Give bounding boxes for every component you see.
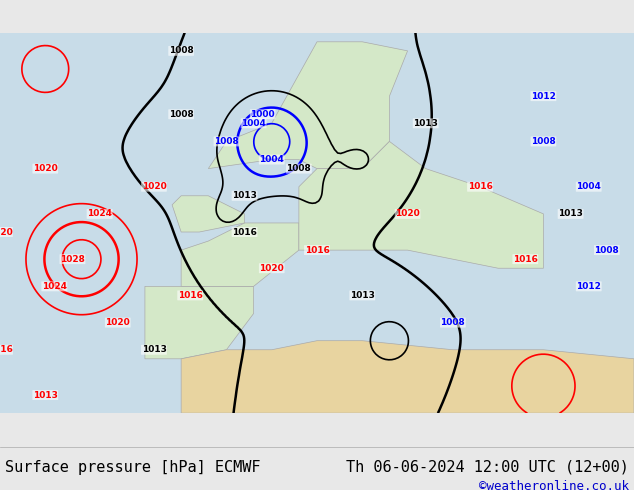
- Text: 1020: 1020: [105, 318, 130, 327]
- Text: 1016: 1016: [304, 245, 330, 255]
- Text: 1020: 1020: [141, 182, 166, 191]
- Polygon shape: [181, 341, 634, 413]
- Text: 1028: 1028: [60, 255, 85, 264]
- Text: Surface pressure [hPa] ECMWF: Surface pressure [hPa] ECMWF: [5, 460, 261, 475]
- Text: 1013: 1013: [350, 291, 375, 300]
- Text: 1024: 1024: [42, 282, 67, 291]
- Text: 1020: 1020: [259, 264, 284, 273]
- Text: 1024: 1024: [87, 209, 112, 219]
- Text: 1020: 1020: [33, 164, 58, 173]
- Text: 1008: 1008: [169, 47, 193, 55]
- Text: 1013: 1013: [413, 119, 438, 128]
- Polygon shape: [172, 196, 245, 232]
- Text: 1008: 1008: [214, 137, 239, 146]
- Text: Th 06-06-2024 12:00 UTC (12+00): Th 06-06-2024 12:00 UTC (12+00): [346, 460, 629, 475]
- Text: 1016: 1016: [513, 255, 538, 264]
- Text: 1016: 1016: [178, 291, 203, 300]
- Text: 1004: 1004: [259, 155, 284, 164]
- Text: 1008: 1008: [531, 137, 556, 146]
- Text: 1013: 1013: [33, 391, 58, 399]
- Polygon shape: [181, 223, 299, 286]
- Text: 1008: 1008: [441, 318, 465, 327]
- Text: 1013: 1013: [232, 191, 257, 200]
- Text: 1008: 1008: [287, 164, 311, 173]
- Text: 1016: 1016: [232, 227, 257, 237]
- Text: 1004: 1004: [576, 182, 601, 191]
- Text: 1013: 1013: [558, 209, 583, 219]
- Text: 1008: 1008: [169, 110, 193, 119]
- Polygon shape: [145, 286, 254, 359]
- Text: 1013: 1013: [141, 345, 166, 354]
- Text: 1020: 1020: [0, 227, 13, 237]
- Text: 1016: 1016: [0, 345, 13, 354]
- Polygon shape: [299, 142, 543, 268]
- Polygon shape: [0, 33, 634, 413]
- Text: 1020: 1020: [395, 209, 420, 219]
- Text: 1000: 1000: [250, 110, 275, 119]
- Text: 1012: 1012: [576, 282, 601, 291]
- Text: 1016: 1016: [468, 182, 493, 191]
- Text: 1012: 1012: [531, 92, 556, 100]
- Text: 1008: 1008: [595, 245, 619, 255]
- Polygon shape: [209, 42, 408, 169]
- Text: 1004: 1004: [241, 119, 266, 128]
- Text: ©weatheronline.co.uk: ©weatheronline.co.uk: [479, 480, 629, 490]
